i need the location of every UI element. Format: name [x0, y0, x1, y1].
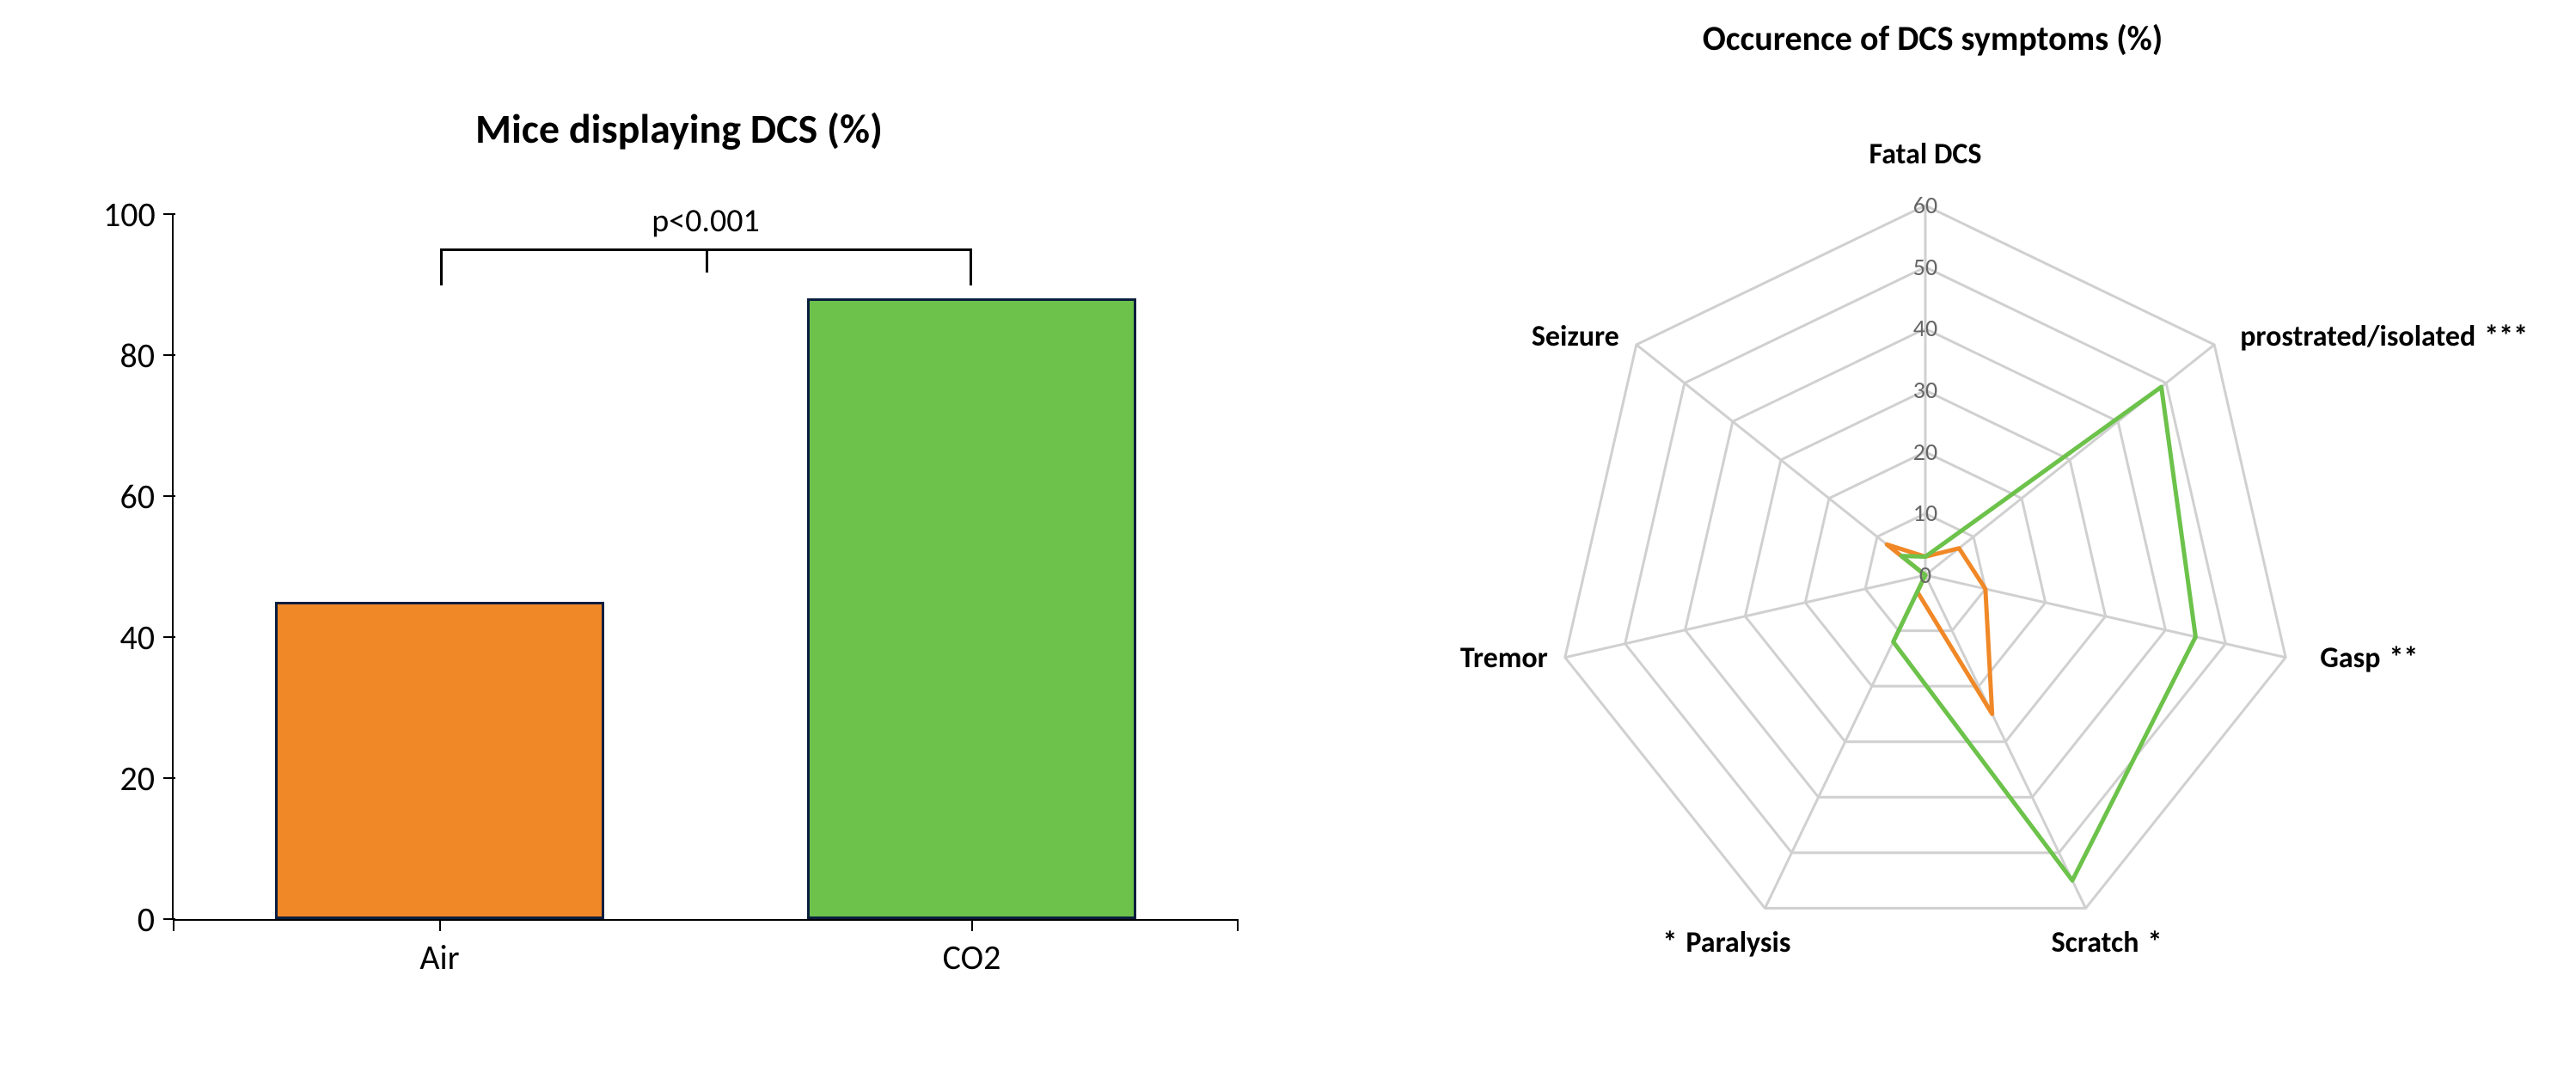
- radar-tick-label: 20: [1900, 437, 1951, 467]
- bar-air: [275, 602, 605, 919]
- x-tick: [1237, 919, 1239, 931]
- y-tick: [163, 636, 175, 638]
- y-tick: [163, 495, 175, 497]
- significance-marker: ***: [2484, 319, 2528, 354]
- axis-label-text: Seizure: [1532, 319, 1619, 354]
- radar-chart-area: 0 10 20 30 40 50 60 Fatal DCS prostrated/isolate…: [1324, 68, 2527, 1048]
- bar-chart-title: Mice displaying DCS (%): [103, 103, 1255, 154]
- axis-label-text: Scratch: [2052, 925, 2139, 960]
- radar-spoke: [1925, 575, 2285, 658]
- significance-marker: **: [2389, 641, 2418, 676]
- radar-tick-label: 10: [1900, 498, 1951, 528]
- y-tick-label: 0: [103, 898, 155, 941]
- radar-tick-label: 0: [1900, 560, 1951, 590]
- significance-label: p<0.001: [603, 201, 809, 241]
- y-tick-label: 20: [103, 757, 155, 800]
- bar-chart-panel: Mice displaying DCS (%) 0 20 40 60 80 100 Air C…: [0, 0, 1289, 1085]
- x-category-label: Air: [354, 936, 526, 979]
- radar-tick-label: 60: [1900, 190, 1951, 220]
- axis-label-text: Paralysis: [1686, 925, 1790, 960]
- y-tick: [163, 354, 175, 356]
- axis-label-text: Tremor: [1460, 641, 1548, 676]
- radar-axis-label: prostrated/isolated ***: [2240, 319, 2576, 354]
- axis-label-text: Fatal DCS: [1869, 137, 1982, 172]
- x-tick: [173, 919, 174, 931]
- y-tick: [163, 777, 175, 779]
- radar-axis-label: Seizure: [1465, 319, 1619, 354]
- axis-label-text: Gasp: [2320, 641, 2380, 676]
- bar-co2: [807, 298, 1137, 919]
- y-tick-label: 60: [103, 475, 155, 518]
- axis-label-text: prostrated/isolated: [2240, 319, 2475, 354]
- radar-tick-label: 30: [1900, 375, 1951, 405]
- radar-tick-label: 50: [1900, 252, 1951, 282]
- significance-marker: *: [2147, 925, 2162, 960]
- significance-bracket: [440, 248, 972, 251]
- significance-marker: *: [1662, 925, 1677, 960]
- radar-chart-panel: Occurence of DCS symptoms (%) 0 10 20 30 40 5…: [1289, 0, 2576, 1085]
- radar-tick-label: 40: [1900, 313, 1951, 343]
- y-tick-label: 80: [103, 334, 155, 377]
- y-axis: [172, 214, 174, 919]
- y-tick-label: 100: [103, 193, 155, 236]
- x-tick: [971, 919, 973, 931]
- bar-chart-area: 0 20 40 60 80 100 Air CO2 p<0.001: [103, 162, 1255, 988]
- x-category-label: CO2: [886, 936, 1058, 979]
- y-tick-label: 40: [103, 616, 155, 659]
- x-tick: [439, 919, 441, 931]
- radar-axis-label: Scratch*: [2052, 925, 2275, 960]
- radar-chart-title: Occurence of DCS symptoms (%): [1324, 17, 2542, 59]
- y-tick: [163, 213, 175, 215]
- radar-axis-label: Fatal DCS: [1831, 137, 2020, 172]
- radar-spoke: [1565, 575, 1925, 658]
- radar-spoke: [1637, 345, 1925, 575]
- radar-axis-label: Tremor: [1376, 641, 1548, 676]
- radar-axis-label: * Paralysis: [1567, 925, 1790, 960]
- x-axis: [174, 919, 1238, 921]
- radar-axis-label: Gasp **: [2320, 641, 2492, 676]
